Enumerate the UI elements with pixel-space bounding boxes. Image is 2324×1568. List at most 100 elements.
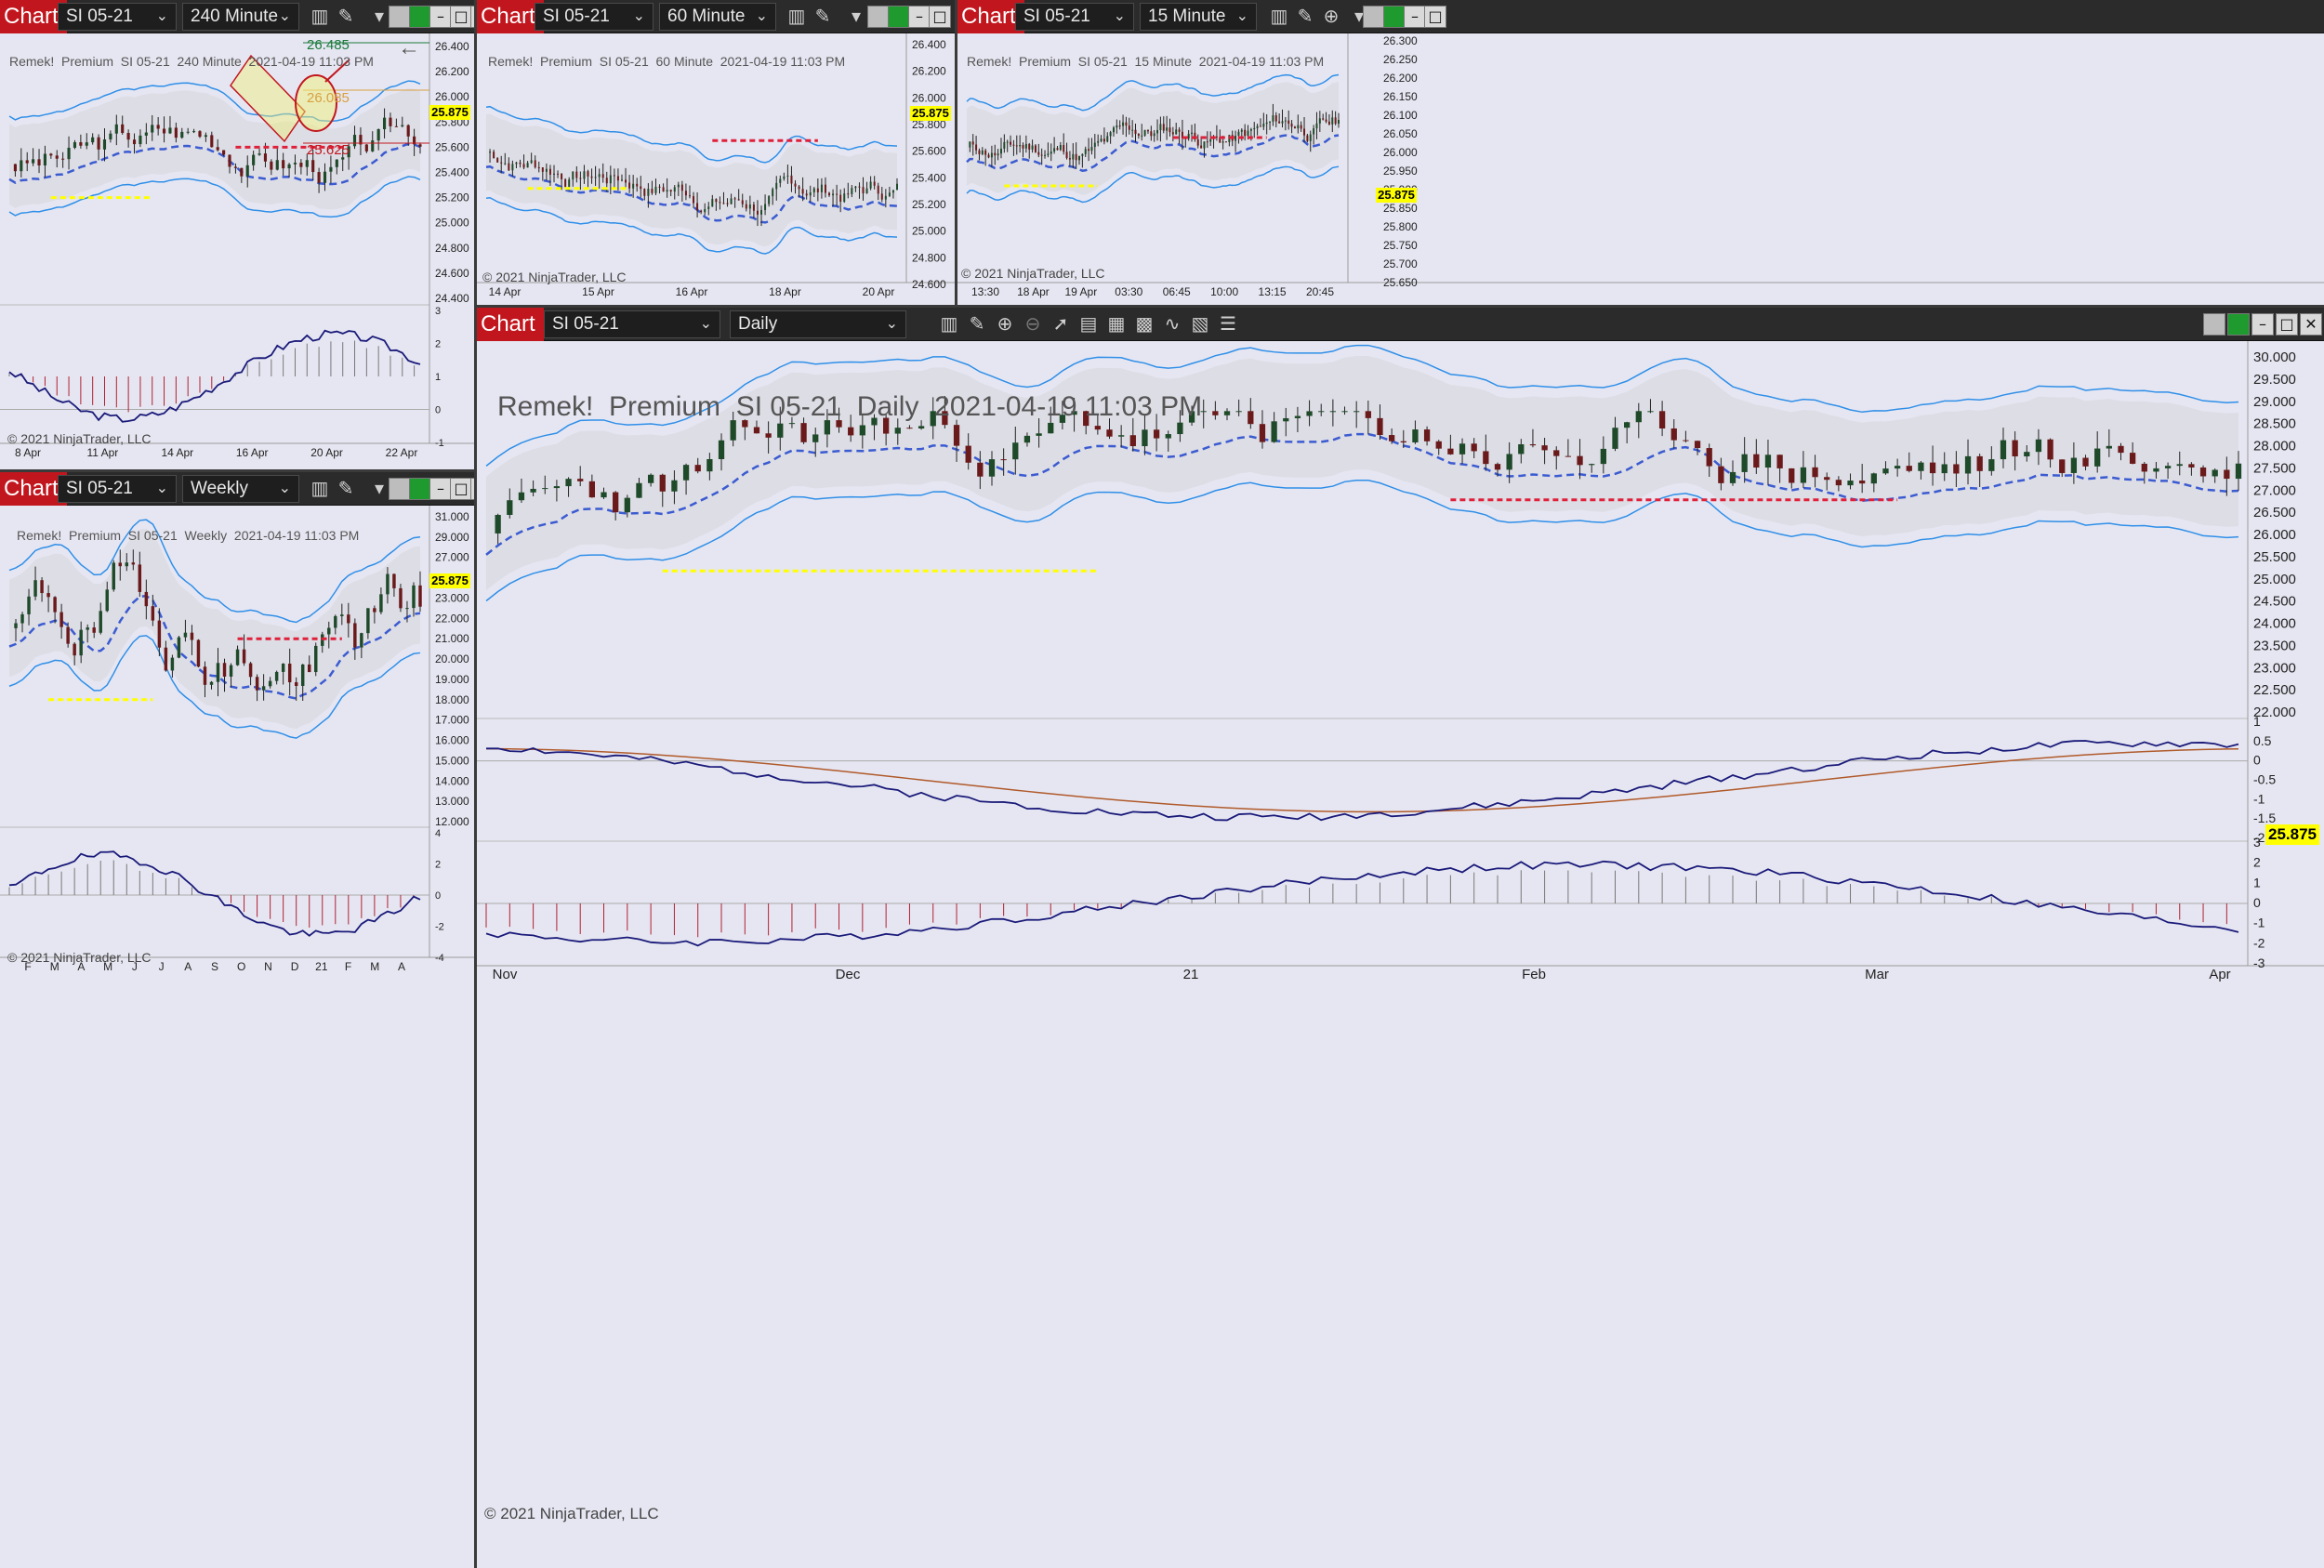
data-box-icon[interactable]: ▤ <box>1079 314 1098 335</box>
maximize-icon[interactable]: □ <box>450 478 472 500</box>
candle-body <box>341 157 345 160</box>
interval-selector[interactable]: Daily ⌄ <box>730 310 906 338</box>
link-color-icon[interactable] <box>2227 313 2250 336</box>
instrument-selector[interactable]: SI 05-21 ⌄ <box>58 475 177 503</box>
chart-canvas[interactable]: 30.000 29.500 29.000 28.500 28.000 27.500 27.0… <box>477 341 2324 1568</box>
chart-plot-area[interactable]: 26.400 26.200 26.000 25.800 25.600 25.400 25.2… <box>0 33 474 469</box>
minimize-icon[interactable]: – <box>2251 313 2274 336</box>
chart-plot-area[interactable]: 26.300 26.250 26.200 26.150 26.100 26.050 26.0… <box>957 33 2324 305</box>
zoom-out-icon[interactable]: ⊖ <box>1024 314 1041 335</box>
window-tile-icon[interactable] <box>389 478 411 500</box>
pencil-icon[interactable]: ✎ <box>337 7 354 27</box>
candle-body <box>2059 459 2066 473</box>
templates-icon[interactable]: ▧ <box>1191 314 1209 335</box>
link-color-icon[interactable] <box>888 6 910 28</box>
strategies-icon[interactable]: ▩ <box>1135 314 1154 335</box>
pencil-icon[interactable]: ✎ <box>814 7 831 27</box>
close-icon[interactable]: ✕ <box>470 478 474 500</box>
interval-selector[interactable]: 15 Minute ⌄ <box>1140 3 1257 31</box>
chart-plot-area[interactable]: 31.00029.00027.00025.00023.00022.00021.0… <box>0 506 474 1568</box>
chart-window-label[interactable]: Chart <box>477 308 544 341</box>
bar-style-icon[interactable]: ▥ <box>1270 7 1288 27</box>
chart-window-60-minute[interactable]: Chart SI 05-21 ⌄ 60 Minute ⌄ ▥ ✎ ▾ – □ 26.… <box>477 0 955 305</box>
chart-window-weekly[interactable]: Chart SI 05-21 ⌄ Weekly ⌄ ▥ ✎ ▾ – □ ✕ 31.0… <box>0 472 474 1568</box>
price-tick-label: 22.500 <box>2253 682 2296 698</box>
bar-style-icon[interactable]: ▥ <box>310 479 329 499</box>
interval-selector[interactable]: 240 Minute ⌄ <box>182 3 299 31</box>
candle-body <box>112 562 115 590</box>
drop-down-icon[interactable]: ▾ <box>374 479 385 499</box>
candle-body <box>1859 481 1866 484</box>
maximize-icon[interactable]: □ <box>1424 6 1446 28</box>
instrument-selector[interactable]: SI 05-21 ⌄ <box>535 3 654 31</box>
interval-selector[interactable]: 60 Minute ⌄ <box>659 3 776 31</box>
price-tick-label: 17.000 <box>435 714 469 727</box>
minimize-icon[interactable]: – <box>908 6 931 28</box>
chart-window-label[interactable]: Chart <box>477 0 544 33</box>
maximize-icon[interactable]: □ <box>2276 313 2298 336</box>
chart-plot-area[interactable]: 26.400 26.200 26.000 25.800 25.600 25.400 25.2… <box>477 33 955 305</box>
close-icon[interactable]: ✕ <box>470 6 474 28</box>
bar-style-icon[interactable]: ▥ <box>787 7 806 27</box>
chart-canvas[interactable]: 26.40026.20026.00025.80025.60025.40025.2… <box>0 33 474 469</box>
bar-style-icon[interactable]: ▥ <box>310 7 329 27</box>
drop-down-icon[interactable]: ▾ <box>374 7 385 27</box>
bar-style-icon[interactable]: ▥ <box>940 314 958 335</box>
interval-selector[interactable]: Weekly ⌄ <box>182 475 299 503</box>
candle-body <box>371 140 375 152</box>
instrument-selector[interactable]: SI 05-21 ⌄ <box>1015 3 1134 31</box>
maximize-icon[interactable]: □ <box>450 6 472 28</box>
chart-window-label[interactable]: Chart <box>0 0 67 33</box>
candle-body <box>109 133 112 139</box>
candle-body <box>1300 125 1302 129</box>
window-tile-icon[interactable] <box>2203 313 2225 336</box>
instrument-selector[interactable]: SI 05-21 ⌄ <box>544 310 720 338</box>
instrument-selector[interactable]: SI 05-21 ⌄ <box>58 3 177 31</box>
chart-window-label[interactable]: Chart <box>0 472 67 506</box>
oscillator-tick-label: 0 <box>435 405 441 416</box>
chart-canvas[interactable]: 31.00029.00027.00025.00023.00022.00021.0… <box>0 506 474 1568</box>
pencil-icon[interactable]: ✎ <box>969 314 985 335</box>
price-tick-label: 24.800 <box>435 242 469 255</box>
close-icon[interactable]: ✕ <box>2300 313 2322 336</box>
maximize-icon[interactable]: □ <box>929 6 951 28</box>
candle-body <box>537 167 540 169</box>
chart-canvas[interactable]: 26.300 26.250 26.200 26.150 26.100 26.050 26.0… <box>957 33 2324 305</box>
link-color-icon[interactable] <box>1383 6 1406 28</box>
candle-body <box>222 150 226 155</box>
chart-canvas[interactable]: 26.40026.20026.00025.80025.60025.40025.2… <box>477 33 955 305</box>
zoom-in-icon[interactable]: ⊕ <box>997 314 1013 335</box>
chart-window-daily[interactable]: Chart SI 05-21 ⌄ Daily ⌄ ▥ ✎ ⊕ ⊖ ➚ ▤ ▦ ▩ ∿… <box>477 308 2324 1568</box>
minimize-icon[interactable]: – <box>429 6 452 28</box>
properties-icon[interactable]: ▦ <box>1107 314 1126 335</box>
link-color-icon[interactable] <box>409 478 431 500</box>
minimize-icon[interactable]: – <box>1404 6 1426 28</box>
candle-body <box>1338 120 1340 125</box>
drop-down-icon[interactable]: ▾ <box>851 7 862 27</box>
link-color-icon[interactable] <box>409 6 431 28</box>
chart-plot-area[interactable]: 30.000 29.500 29.000 28.500 28.000 27.500 27.0… <box>477 341 2324 1568</box>
chevron-down-icon: ⌄ <box>699 316 712 332</box>
chart-window-15-minute[interactable]: Chart SI 05-21 ⌄ 15 Minute ⌄ ▥ ✎ ⊕ ▾ – □ 2… <box>957 0 2324 305</box>
candle-body <box>1518 444 1525 455</box>
chart-window-240-minute[interactable]: Chart SI 05-21⌄ 240 Minute⌄ ▥ ✎ ▾ – □ ✕ … <box>0 0 474 469</box>
pencil-icon[interactable]: ✎ <box>337 479 354 499</box>
pencil-icon[interactable]: ✎ <box>1297 7 1314 27</box>
zoom-in-icon[interactable]: ⊕ <box>1323 7 1340 27</box>
window-tile-icon[interactable] <box>867 6 890 28</box>
back-arrow-icon[interactable]: ← <box>398 35 420 60</box>
candle-body <box>162 128 166 134</box>
interval-value: 240 Minute <box>191 7 279 26</box>
candle-body <box>1729 471 1736 483</box>
minimize-icon[interactable]: – <box>429 478 452 500</box>
pointer-icon[interactable]: ➚ <box>1052 314 1069 335</box>
list-icon[interactable]: ☰ <box>1220 314 1236 335</box>
chart-window-label[interactable]: Chart <box>957 0 1024 33</box>
indicators-icon[interactable]: ∿ <box>1164 314 1181 335</box>
candle-body <box>1088 149 1090 152</box>
window-tile-icon[interactable] <box>389 6 411 28</box>
candle-body <box>1165 434 1171 439</box>
drop-down-icon[interactable]: ▾ <box>1353 7 1365 27</box>
candle-body <box>352 135 357 147</box>
window-tile-icon[interactable] <box>1363 6 1385 28</box>
